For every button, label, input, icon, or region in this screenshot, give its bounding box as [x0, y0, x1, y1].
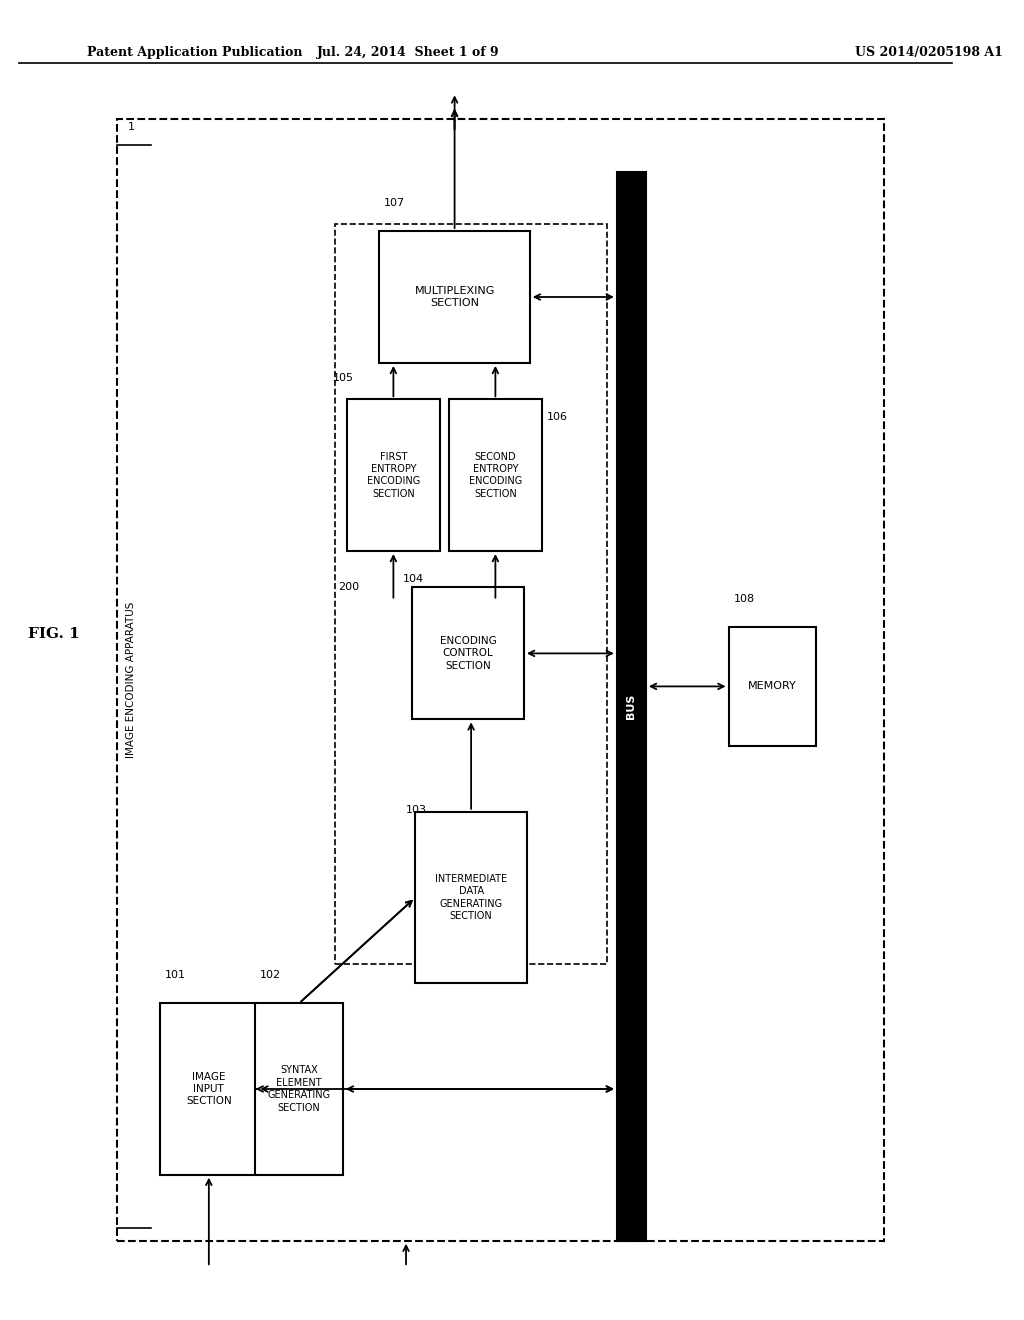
FancyBboxPatch shape: [728, 627, 816, 746]
Text: IMAGE
INPUT
SECTION: IMAGE INPUT SECTION: [186, 1072, 231, 1106]
FancyBboxPatch shape: [347, 399, 439, 552]
Text: ENCODING
CONTROL
SECTION: ENCODING CONTROL SECTION: [440, 636, 497, 671]
Text: FIG. 1: FIG. 1: [28, 627, 79, 640]
Text: BUS: BUS: [627, 693, 636, 719]
Text: 102: 102: [260, 970, 282, 981]
Text: Jul. 24, 2014  Sheet 1 of 9: Jul. 24, 2014 Sheet 1 of 9: [316, 46, 500, 59]
Text: INTERMEDIATE
DATA
GENERATING
SECTION: INTERMEDIATE DATA GENERATING SECTION: [435, 874, 507, 921]
FancyBboxPatch shape: [416, 812, 527, 983]
FancyBboxPatch shape: [450, 399, 542, 552]
Text: 108: 108: [733, 594, 755, 605]
Text: US 2014/0205198 A1: US 2014/0205198 A1: [855, 46, 1002, 59]
FancyBboxPatch shape: [161, 1003, 257, 1175]
FancyBboxPatch shape: [255, 1003, 343, 1175]
Text: 109: 109: [620, 1188, 641, 1199]
Text: SYNTAX
ELEMENT
GENERATING
SECTION: SYNTAX ELEMENT GENERATING SECTION: [267, 1065, 331, 1113]
Text: Patent Application Publication: Patent Application Publication: [87, 46, 303, 59]
Text: 107: 107: [384, 198, 406, 209]
Text: SECOND
ENTROPY
ENCODING
SECTION: SECOND ENTROPY ENCODING SECTION: [469, 451, 522, 499]
FancyBboxPatch shape: [379, 231, 529, 363]
Text: 105: 105: [333, 372, 353, 383]
Text: IMAGE ENCODING APPARATUS: IMAGE ENCODING APPARATUS: [126, 602, 136, 758]
Bar: [616, 172, 646, 1241]
Text: MULTIPLEXING
SECTION: MULTIPLEXING SECTION: [415, 286, 495, 308]
Text: 103: 103: [406, 805, 427, 816]
Text: 200: 200: [338, 582, 359, 593]
Bar: [117, 119, 884, 1241]
Text: 106: 106: [547, 412, 567, 422]
FancyBboxPatch shape: [413, 587, 524, 719]
Text: MEMORY: MEMORY: [748, 681, 797, 692]
Text: FIRST
ENTROPY
ENCODING
SECTION: FIRST ENTROPY ENCODING SECTION: [367, 451, 420, 499]
Bar: [335, 224, 607, 964]
Text: 1: 1: [128, 121, 135, 132]
Text: 104: 104: [402, 574, 424, 585]
Text: 101: 101: [165, 970, 186, 981]
